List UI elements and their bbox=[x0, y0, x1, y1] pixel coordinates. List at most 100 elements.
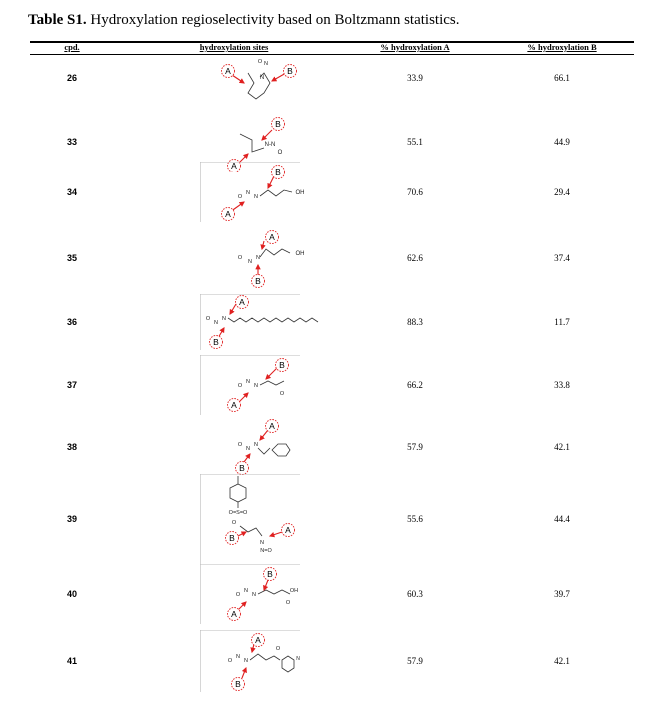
svg-text:N: N bbox=[246, 446, 250, 452]
svg-text:N: N bbox=[222, 316, 226, 322]
svg-text:N: N bbox=[214, 320, 218, 326]
pct-a-cell: 88.3 bbox=[407, 317, 423, 327]
structure-drawing: N-N O B A bbox=[200, 112, 320, 173]
pct-a-cell: 62.6 bbox=[407, 253, 423, 263]
pct-b-cell: 29.4 bbox=[554, 187, 570, 197]
svg-text:N: N bbox=[246, 190, 250, 196]
pct-b-cell: 39.7 bbox=[554, 589, 570, 599]
svg-text:O: O bbox=[236, 592, 241, 598]
svg-text:A: A bbox=[255, 635, 261, 645]
svg-text:A: A bbox=[231, 400, 237, 410]
cpd-cell: 37 bbox=[66, 380, 78, 390]
svg-text:N: N bbox=[260, 75, 264, 81]
svg-text:O=S=O: O=S=O bbox=[229, 510, 248, 516]
svg-text:B: B bbox=[279, 360, 285, 370]
site-label-b: B bbox=[271, 117, 285, 131]
site-label-a: A bbox=[227, 398, 241, 412]
svg-text:A: A bbox=[239, 297, 245, 307]
pct-b-cell: 42.1 bbox=[554, 442, 570, 452]
svg-text:N: N bbox=[254, 442, 258, 448]
site-label-b: B bbox=[235, 461, 249, 475]
svg-text:N: N bbox=[256, 255, 260, 261]
pct-b-cell: 33.8 bbox=[554, 380, 570, 390]
pct-a-cell: 60.3 bbox=[407, 589, 423, 599]
site-label-a: A bbox=[281, 523, 295, 537]
header-sites: hydroxylation sites bbox=[199, 42, 269, 52]
svg-text:N: N bbox=[244, 658, 248, 664]
svg-text:A: A bbox=[269, 232, 275, 242]
svg-text:B: B bbox=[239, 463, 245, 473]
svg-text:O: O bbox=[238, 383, 243, 389]
svg-text:B: B bbox=[275, 119, 281, 129]
svg-text:N: N bbox=[260, 540, 264, 546]
site-label-a: A bbox=[265, 230, 279, 244]
svg-text:OH: OH bbox=[290, 588, 298, 594]
svg-text:A: A bbox=[225, 66, 231, 76]
svg-text:O: O bbox=[278, 150, 283, 156]
pct-b-cell: 44.9 bbox=[554, 137, 570, 147]
svg-text:O: O bbox=[238, 255, 243, 261]
svg-text:B: B bbox=[235, 679, 241, 689]
cpd-cell: 40 bbox=[66, 589, 78, 599]
site-label-b: B bbox=[209, 335, 223, 349]
svg-text:N: N bbox=[236, 654, 240, 660]
svg-text:OH: OH bbox=[296, 251, 305, 257]
svg-text:N=O: N=O bbox=[260, 548, 272, 554]
pct-a-cell: 66.2 bbox=[407, 380, 423, 390]
header-pct-a: % hydroxylation A bbox=[380, 42, 450, 52]
svg-text:N: N bbox=[252, 592, 256, 598]
pct-a-cell: 57.9 bbox=[407, 656, 423, 666]
cpd-cell: 34 bbox=[66, 187, 78, 197]
svg-text:N: N bbox=[246, 379, 250, 385]
svg-text:O: O bbox=[206, 316, 211, 322]
site-label-b: B bbox=[263, 567, 277, 581]
site-label-a: A bbox=[265, 419, 279, 433]
pct-b-cell: 44.4 bbox=[554, 514, 570, 524]
svg-text:A: A bbox=[231, 161, 237, 171]
site-label-b: B bbox=[231, 677, 245, 691]
site-label-b: B bbox=[251, 274, 265, 288]
svg-text:A: A bbox=[285, 525, 291, 535]
site-label-b: B bbox=[225, 531, 239, 545]
svg-text:N: N bbox=[254, 383, 258, 389]
cpd-cell: 33 bbox=[66, 137, 78, 147]
header-pct-b: % hydroxylation B bbox=[527, 42, 597, 52]
svg-text:A: A bbox=[269, 421, 275, 431]
pct-a-cell: 57.9 bbox=[407, 442, 423, 452]
svg-text:N: N bbox=[248, 259, 252, 265]
site-label-a: A bbox=[235, 295, 249, 309]
cpd-cell: 39 bbox=[66, 514, 78, 524]
structure-drawing: O=S=O O N N=O A B bbox=[200, 474, 320, 564]
svg-text:B: B bbox=[229, 533, 235, 543]
site-label-b: B bbox=[271, 165, 285, 179]
caption-label: Table S1. bbox=[28, 12, 87, 28]
site-label-b: B bbox=[275, 358, 289, 372]
site-label-a: A bbox=[227, 607, 241, 621]
svg-text:B: B bbox=[275, 167, 281, 177]
svg-text:A: A bbox=[231, 609, 237, 619]
svg-text:O: O bbox=[228, 658, 233, 664]
cpd-cell: 36 bbox=[66, 317, 78, 327]
site-label-a: A bbox=[251, 633, 265, 647]
svg-text:N: N bbox=[296, 656, 300, 662]
svg-text:B: B bbox=[267, 569, 273, 579]
svg-text:O: O bbox=[280, 391, 285, 397]
svg-text:N-N: N-N bbox=[265, 142, 276, 148]
cpd-cell: 38 bbox=[66, 442, 78, 452]
svg-text:O: O bbox=[238, 194, 243, 200]
pct-b-cell: 66.1 bbox=[554, 73, 570, 83]
pct-a-cell: 33.9 bbox=[407, 73, 423, 83]
table-header-rule bbox=[30, 54, 634, 55]
table-top-rule bbox=[30, 41, 634, 43]
site-label-a: A bbox=[221, 64, 235, 78]
table-caption: Table S1. Hydroxylation regioselectivity… bbox=[28, 12, 460, 29]
svg-text:OH: OH bbox=[296, 190, 305, 196]
site-label-a: A bbox=[221, 207, 235, 221]
